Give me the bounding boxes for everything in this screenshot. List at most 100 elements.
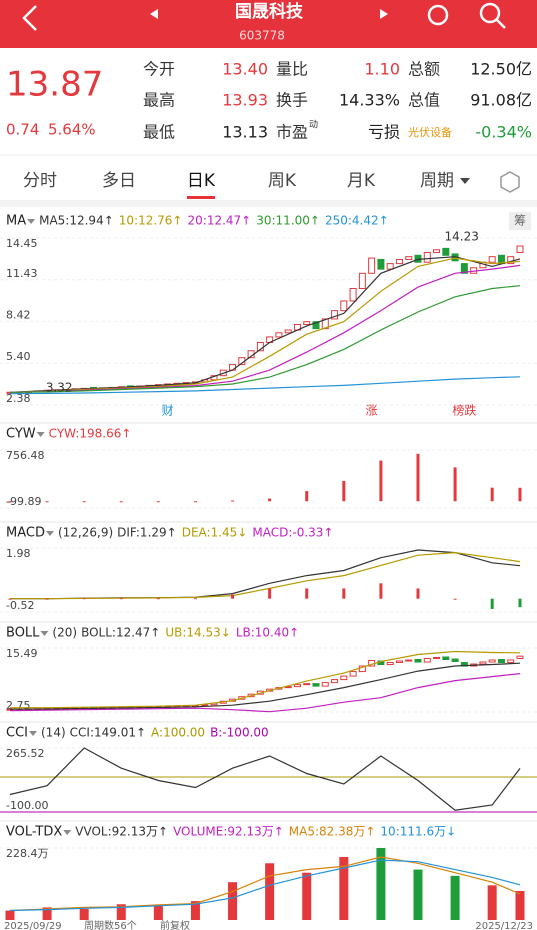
chip-button-bg[interactable]: [509, 212, 531, 230]
price-change: 0.74: [6, 121, 39, 139]
y-tick-label: 1.98: [6, 547, 31, 560]
period-tab[interactable]: 分时: [23, 171, 57, 191]
bar: [5, 910, 15, 920]
bar: [156, 501, 160, 503]
candle: [488, 256, 496, 263]
settings-icon[interactable]: [500, 171, 520, 193]
candle: [321, 318, 329, 330]
legend-entry: 10:111.6万↓: [380, 825, 456, 839]
indicator-dropdown[interactable]: [63, 830, 72, 835]
bar: [231, 500, 235, 502]
period-tab[interactable]: 月K: [347, 171, 376, 191]
field-label: 光伏设备: [408, 125, 452, 139]
indicator-dropdown[interactable]: [27, 219, 36, 224]
bar: [8, 501, 12, 503]
legend-entry: CYW:198.66↑: [49, 427, 132, 441]
candle: [349, 288, 357, 302]
legend-entry: 250:4.42↑: [325, 214, 389, 228]
y-tick-label: 8.42: [6, 308, 31, 321]
indicator-dropdown[interactable]: [36, 432, 45, 437]
y-tick-label: 228.4万: [6, 847, 49, 860]
field-value: 14.33%: [339, 91, 400, 110]
indicator-dropdown[interactable]: [29, 731, 37, 736]
bar: [413, 869, 423, 920]
indicator-line: [9, 257, 521, 393]
legend-entry: A:100.00: [151, 726, 205, 740]
candle: [433, 249, 441, 254]
next-stock[interactable]: [380, 9, 388, 19]
indicator-name[interactable]: VOL-TDX: [6, 825, 62, 840]
last-price: 13.87: [6, 65, 103, 105]
bar: [116, 904, 126, 920]
candle: [405, 659, 413, 662]
field-label: 总额: [408, 60, 440, 79]
indicator-line: [9, 662, 521, 710]
period-tab[interactable]: 周期: [420, 171, 454, 191]
field-value: 1.10: [364, 60, 400, 79]
indicator-name[interactable]: CCI: [6, 726, 28, 741]
candle: [358, 272, 366, 290]
period-tab[interactable]: 多日: [102, 171, 136, 191]
bar: [487, 885, 497, 920]
indicator-name[interactable]: MA: [6, 214, 26, 229]
bar: [305, 588, 309, 599]
legend-entry: BOLL:12.47↑: [81, 626, 160, 640]
legend-entry: B:-100.00: [210, 726, 269, 740]
indicator-params: (14): [41, 726, 66, 740]
field-label: 量比: [276, 60, 308, 79]
bar: [490, 487, 494, 502]
event-marker[interactable]: 榜跌: [452, 403, 476, 418]
bar: [376, 848, 386, 920]
y-tick-label: 11.43: [6, 267, 38, 280]
assistant-icon[interactable]: [427, 4, 449, 26]
legend-entry: 10:12.76↑: [119, 214, 183, 228]
bar: [79, 908, 89, 920]
bar: [342, 480, 346, 502]
y-tick-label: -100.00: [6, 799, 48, 812]
field-label: 今开: [143, 60, 175, 79]
bar: [190, 901, 200, 920]
footer-note: 前复权: [160, 919, 190, 930]
legend-entry: VVOL:92.13万↑: [75, 825, 168, 839]
search-icon[interactable]: [479, 2, 501, 24]
bar: [8, 598, 12, 600]
field-value: 91.08亿: [470, 91, 532, 110]
x-axis-label: 2025/12/23: [475, 921, 533, 930]
bar: [153, 905, 163, 920]
candle: [433, 656, 441, 659]
indicator-line: [10, 549, 521, 600]
legend-entry: LB:10.40↑: [236, 626, 299, 640]
period-tab[interactable]: 周K: [268, 171, 297, 191]
bar: [228, 882, 238, 920]
y-tick-label: -99.89: [6, 495, 41, 508]
event-marker[interactable]: 涨: [366, 403, 378, 418]
indicator-name[interactable]: BOLL: [6, 626, 40, 641]
chip-button[interactable]: 筹: [514, 214, 526, 228]
bar: [490, 598, 494, 609]
candle: [377, 258, 385, 270]
y-tick-label: 5.40: [6, 350, 31, 363]
field-value: -0.34%: [475, 123, 532, 142]
indicator-dropdown[interactable]: [40, 631, 49, 636]
candle: [460, 263, 468, 274]
indicator-dropdown[interactable]: [45, 531, 54, 536]
legend-entry: VOLUME:92.13万↑: [173, 825, 284, 839]
period-tab[interactable]: 日K: [187, 171, 216, 191]
active-tab-underline: [187, 196, 215, 199]
back-button[interactable]: [22, 5, 37, 31]
field-value: 12.50亿: [470, 60, 532, 79]
event-marker[interactable]: 财: [162, 404, 174, 418]
candle: [386, 662, 394, 666]
candle: [479, 661, 487, 665]
indicator-name[interactable]: MACD: [6, 526, 45, 541]
bar: [518, 598, 522, 608]
candle: [229, 364, 237, 371]
bar: [82, 598, 86, 600]
bar: [453, 598, 457, 600]
indicator-name[interactable]: CYW: [6, 427, 36, 442]
candle: [303, 321, 311, 325]
stock-code: 603778: [239, 29, 285, 43]
prev-stock[interactable]: [150, 9, 158, 19]
candle: [386, 263, 394, 270]
candle: [451, 658, 459, 663]
